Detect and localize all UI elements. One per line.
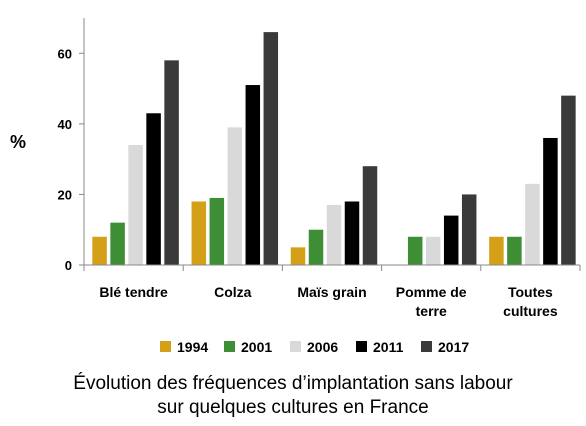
legend-swatch-2006 xyxy=(290,341,301,352)
bar-2011-0 xyxy=(146,113,161,266)
x-tick-label: cultures xyxy=(503,303,558,319)
legend-swatch-2001 xyxy=(224,341,235,352)
bar-2017-3 xyxy=(461,194,477,265)
x-tick-label: Pomme de xyxy=(396,284,467,300)
x-tick-label: Colza xyxy=(214,284,252,300)
bar-1994-4 xyxy=(489,236,504,265)
x-tick-label: terre xyxy=(416,303,447,319)
bars xyxy=(92,32,576,266)
legend-label-1994: 1994 xyxy=(177,339,208,355)
bar-2006-2 xyxy=(326,205,342,265)
bar-2017-2 xyxy=(362,166,378,265)
bar-1994-1 xyxy=(191,201,207,265)
bar-2011-3 xyxy=(443,215,459,265)
legend-swatch-1994 xyxy=(160,341,171,352)
figure-caption: Évolution des fréquences d’implantation … xyxy=(0,372,586,420)
caption-line-2: sur quelques cultures en France xyxy=(157,397,429,418)
bar-2001-0 xyxy=(110,222,125,265)
bar-2006-0 xyxy=(128,145,143,265)
caption-line-1: Évolution des fréquences d’implantation … xyxy=(73,373,513,394)
y-axis: 0 20 40 60 xyxy=(58,18,85,273)
x-tick-label: Maïs grain xyxy=(297,284,366,300)
y-tick-label: 40 xyxy=(58,117,72,132)
legend: 1994 2001 2006 2011 2017 xyxy=(160,339,469,355)
bar-2006-3 xyxy=(425,236,441,265)
x-axis: Blé tendre Colza Maïs grain Pomme de terre To… xyxy=(83,264,581,319)
x-tick-label: Toutes xyxy=(508,284,553,300)
bar-2011-4 xyxy=(543,137,558,265)
bar-2011-1 xyxy=(245,85,261,266)
bar-2006-1 xyxy=(227,127,243,265)
y-tick-label: 20 xyxy=(58,187,72,202)
legend-swatch-2011 xyxy=(356,341,367,352)
bar-2001-3 xyxy=(407,236,423,265)
legend-label-2001: 2001 xyxy=(241,339,272,355)
bar-chart: 0 20 40 60 Blé tendre Colza Maïs grain Pomme d… xyxy=(10,18,581,355)
bar-2006-4 xyxy=(525,183,540,265)
y-tick-label: 0 xyxy=(65,258,72,273)
bar-2011-2 xyxy=(344,201,360,265)
bar-2001-1 xyxy=(209,197,225,265)
legend-label-2017: 2017 xyxy=(438,339,469,355)
bar-1994-2 xyxy=(290,247,306,265)
bar-2017-1 xyxy=(263,32,279,265)
legend-swatch-2017 xyxy=(421,341,432,352)
bar-2017-4 xyxy=(561,95,576,265)
bar-2017-0 xyxy=(164,60,179,265)
legend-label-2006: 2006 xyxy=(307,339,338,355)
y-axis-label: % xyxy=(10,132,26,152)
y-tick-label: 60 xyxy=(58,46,72,61)
bar-1994-0 xyxy=(92,236,107,265)
bar-2001-4 xyxy=(507,236,522,265)
bar-2001-2 xyxy=(308,229,324,265)
legend-label-2011: 2011 xyxy=(373,339,404,355)
x-tick-label: Blé tendre xyxy=(99,284,168,300)
